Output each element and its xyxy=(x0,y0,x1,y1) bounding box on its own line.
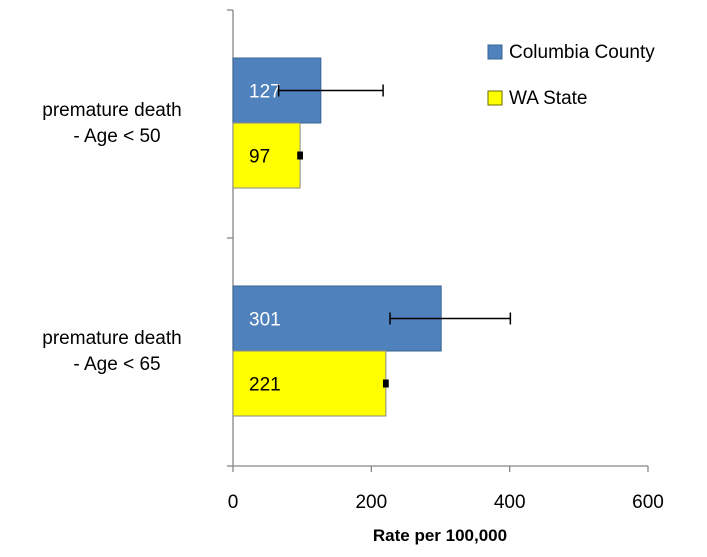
bar xyxy=(232,122,301,189)
data-label: 301 xyxy=(249,310,281,331)
legend-label: WA State xyxy=(509,88,588,109)
x-tick-label: 0 xyxy=(228,492,239,513)
category-label-line: premature death xyxy=(42,328,181,349)
x-tick-label: 200 xyxy=(355,492,387,513)
data-labels: 127 97 301 221 xyxy=(249,82,512,396)
x-tick-label: 400 xyxy=(494,492,526,513)
x-axis-title: Rate per 100,000 xyxy=(373,526,507,545)
x-tick-label: 600 xyxy=(632,492,664,513)
data-label: 97 xyxy=(249,147,270,168)
legend-swatch xyxy=(487,90,503,106)
category-label: premature death - Age < 65 xyxy=(42,328,181,375)
data-label: 221 xyxy=(249,375,281,396)
category-label-line: premature death xyxy=(42,100,181,121)
legend-label: Columbia County xyxy=(509,42,655,63)
category-label-line: - Age < 50 xyxy=(73,126,160,147)
legend: Columbia County WA State xyxy=(487,42,655,109)
data-label: 127 xyxy=(249,82,281,103)
category-label: premature death - Age < 50 xyxy=(42,100,181,147)
bars xyxy=(232,57,442,417)
legend-swatch xyxy=(487,44,503,60)
category-label-line: - Age < 65 xyxy=(73,354,160,375)
bar xyxy=(232,350,387,417)
